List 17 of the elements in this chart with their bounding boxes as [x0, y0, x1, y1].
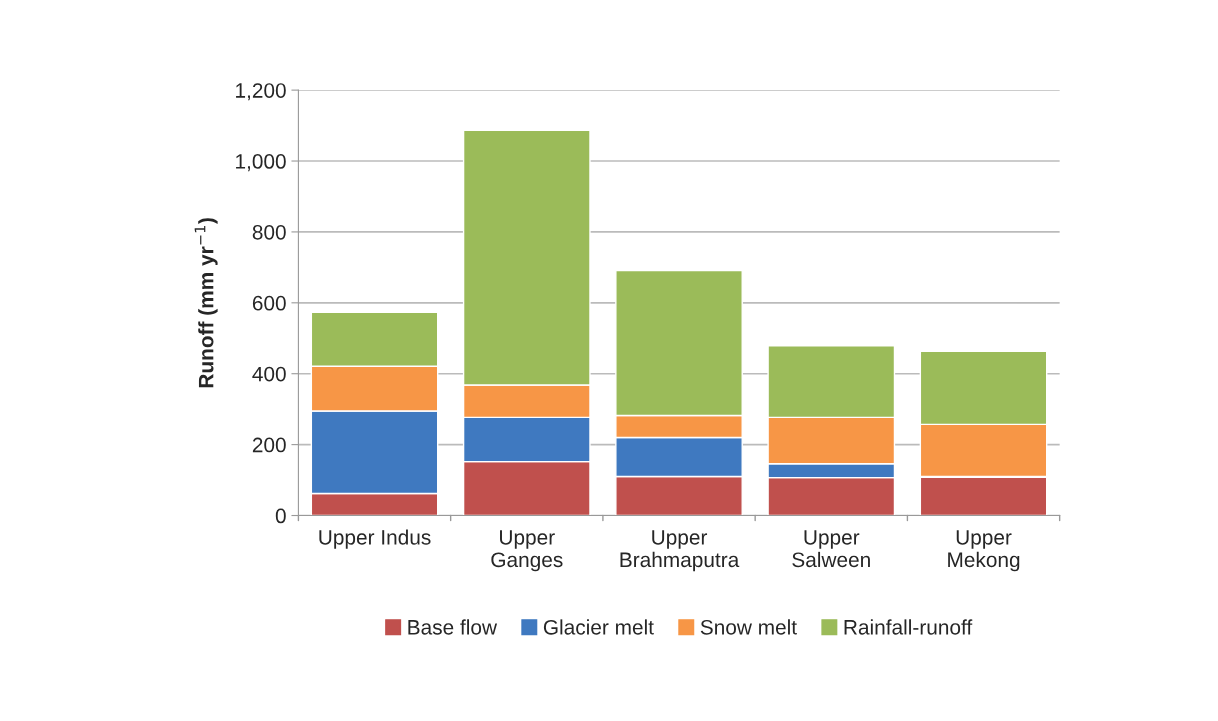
y-tick-label: 200	[252, 437, 286, 453]
x-tick-label: Upper Mekong	[948, 530, 1020, 572]
legend-label: Snow melt	[700, 619, 797, 635]
legend-label: Rainfall-runoff	[844, 619, 973, 635]
legend-label: Glacier melt	[543, 619, 654, 635]
y-tick-label: 1,200	[236, 83, 286, 101]
y-axis-title: Runoff (mm yr$^{−1}$)	[194, 218, 218, 388]
x-tick-label: Upper Brahmaputra	[620, 530, 740, 572]
x-tick-label: Upper Ganges	[491, 530, 563, 572]
legend-label: Base flow	[408, 619, 498, 635]
x-tick-label: Upper Salween	[792, 530, 870, 568]
y-tick-label: 600	[252, 295, 286, 311]
y-tick-label: 800	[252, 224, 286, 240]
x-tick-label: Upper Indus	[319, 529, 431, 549]
y-tick-label: 400	[252, 366, 286, 382]
y-tick-label: 0	[275, 508, 286, 524]
y-tick-label: 1,000	[236, 154, 286, 172]
